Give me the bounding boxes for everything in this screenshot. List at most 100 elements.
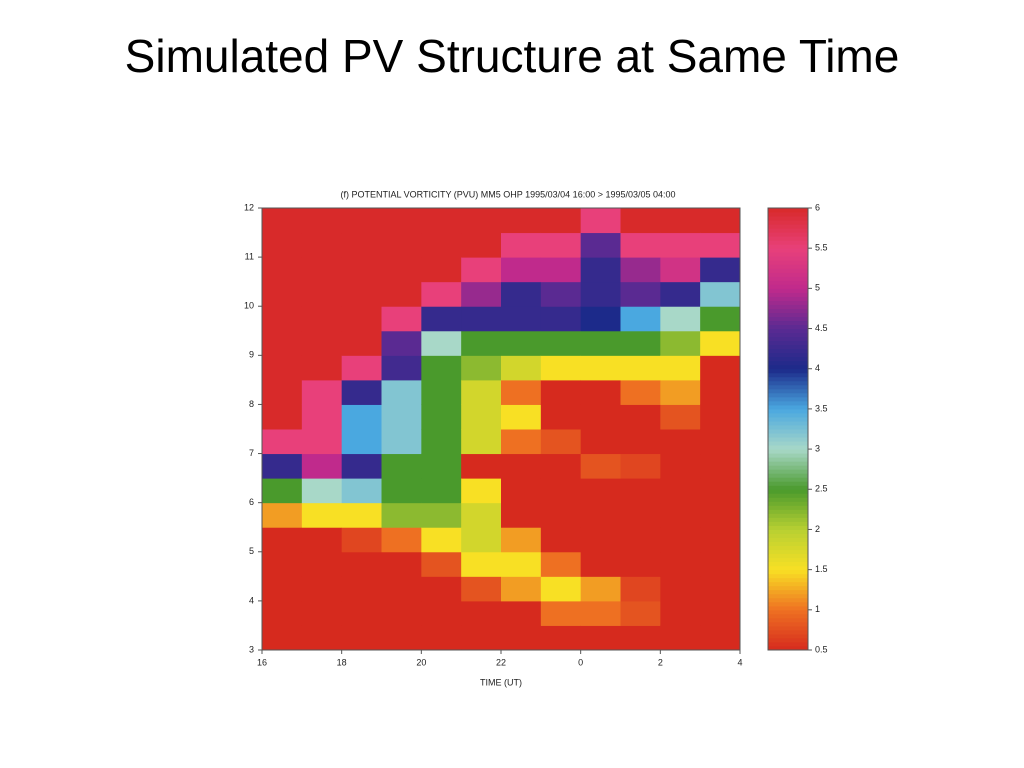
heatmap-cell xyxy=(540,306,582,332)
x-axis-label: TIME (UT) xyxy=(480,677,522,687)
heatmap-cell xyxy=(421,576,462,602)
heatmap-cell xyxy=(262,478,303,504)
colorbar-tick-label: 2.5 xyxy=(815,484,828,494)
colorbar-band xyxy=(768,461,808,466)
heatmap-cell xyxy=(421,600,462,626)
heatmap-cell xyxy=(461,600,502,626)
heatmap-cell xyxy=(540,257,582,283)
heatmap-cell xyxy=(580,453,621,479)
heatmap-cell xyxy=(461,429,502,455)
heatmap-cell xyxy=(381,208,422,234)
heatmap-cell xyxy=(461,576,502,602)
colorbar-band xyxy=(768,469,808,474)
colorbar-band xyxy=(768,260,808,265)
heatmap-cell xyxy=(660,379,701,405)
colorbar-band xyxy=(768,340,808,346)
colorbar-band xyxy=(768,621,808,627)
heatmap-cell xyxy=(301,257,343,283)
heatmap-cell xyxy=(501,379,542,405)
heatmap-cell xyxy=(421,429,462,455)
heatmap-cell xyxy=(461,379,502,405)
heatmap-cell xyxy=(421,257,462,283)
heatmap-cell xyxy=(461,404,502,430)
heatmap-cell xyxy=(501,600,542,626)
heatmap-cell xyxy=(620,330,661,356)
colorbar-band xyxy=(768,236,808,241)
heatmap-cell xyxy=(620,232,661,258)
colorbar-band xyxy=(768,376,808,382)
colorbar-band xyxy=(768,457,808,462)
heatmap-cell xyxy=(421,527,462,553)
heatmap-cell xyxy=(620,502,661,528)
x-tick-label: 4 xyxy=(737,657,742,667)
colorbar-band xyxy=(768,312,808,317)
heatmap-cell xyxy=(620,208,661,234)
heatmap-cell xyxy=(341,527,382,553)
heatmap-cell xyxy=(580,478,621,504)
colorbar-band xyxy=(768,553,808,559)
colorbar-band xyxy=(768,264,808,269)
heatmap-cell xyxy=(540,355,582,381)
colorbar-band xyxy=(768,272,808,277)
colorbar-band xyxy=(768,408,808,414)
heatmap-cell xyxy=(381,232,422,258)
heatmap-cell xyxy=(580,355,621,381)
heatmap-cell xyxy=(262,306,303,332)
heatmap-cell xyxy=(301,502,343,528)
colorbar-band xyxy=(768,593,808,599)
heatmap-cell xyxy=(301,306,343,332)
heatmap-cell xyxy=(262,257,303,283)
x-tick-label: 2 xyxy=(658,657,663,667)
heatmap-cell xyxy=(660,453,701,479)
heatmap-cell xyxy=(620,600,661,626)
colorbar-band xyxy=(768,208,808,213)
heatmap-cell xyxy=(540,281,582,307)
colorbar-band xyxy=(768,220,808,225)
heatmap-cell xyxy=(421,551,462,577)
colorbar-tick-label: 6 xyxy=(815,202,820,212)
x-tick-label: 16 xyxy=(257,657,267,667)
heatmap-cell xyxy=(620,355,661,381)
heatmap-cell xyxy=(461,257,502,283)
heatmap-cell xyxy=(580,527,621,553)
colorbar-band xyxy=(768,633,808,639)
colorbar-band xyxy=(768,449,808,454)
heatmap-cell xyxy=(262,625,303,651)
heatmap-cell xyxy=(700,379,741,405)
heatmap-cell xyxy=(301,208,343,234)
heatmap-cell xyxy=(381,355,422,381)
colorbar-band xyxy=(768,433,808,438)
heatmap-cell xyxy=(580,257,621,283)
colorbar-band xyxy=(768,629,808,635)
colorbar-band xyxy=(768,597,808,603)
heatmap-cell xyxy=(660,306,701,332)
heatmap-cell xyxy=(660,208,701,234)
colorbar-band xyxy=(768,565,808,571)
heatmap-cell xyxy=(580,502,621,528)
heatmap-cell xyxy=(620,625,661,651)
heatmap-cell xyxy=(461,208,502,234)
colorbar-band xyxy=(768,605,808,611)
heatmap-cell xyxy=(381,551,422,577)
heatmap-cell xyxy=(580,330,621,356)
colorbar-band xyxy=(768,549,808,555)
heatmap-cell xyxy=(660,404,701,430)
heatmap-cell xyxy=(381,281,422,307)
heatmap-cell xyxy=(501,453,542,479)
heatmap-cell xyxy=(660,281,701,307)
colorbar-band xyxy=(768,601,808,607)
heatmap-cell xyxy=(301,478,343,504)
heatmap-cell xyxy=(660,232,701,258)
heatmap-cell xyxy=(381,625,422,651)
heatmap-cell xyxy=(660,625,701,651)
heatmap-cell xyxy=(580,404,621,430)
heatmap-cell xyxy=(381,306,422,332)
colorbar-band xyxy=(768,473,808,478)
colorbar-band xyxy=(768,384,808,390)
colorbar-band xyxy=(768,232,808,237)
colorbar-band xyxy=(768,304,808,309)
colorbar-band xyxy=(768,344,808,350)
colorbar-band xyxy=(768,545,808,551)
